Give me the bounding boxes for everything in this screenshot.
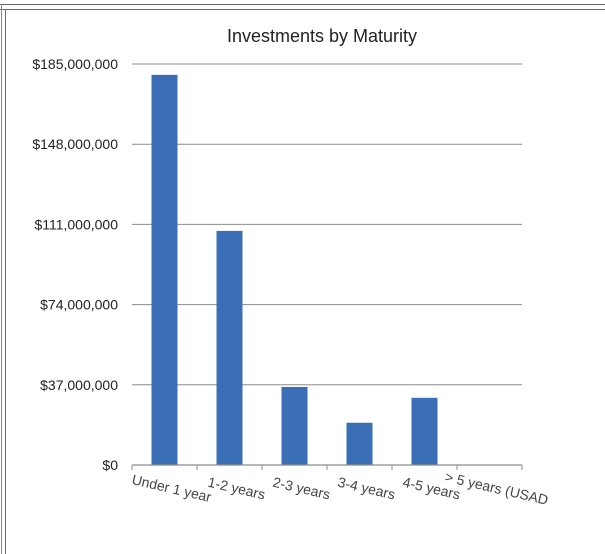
x-axis — [131, 464, 523, 470]
y-tick-label: $148,000,000 — [32, 136, 118, 152]
y-tick-label: $111,000,000 — [34, 216, 118, 232]
window-frame-outer-left — [1, 4, 2, 554]
window-frame-top — [0, 0, 605, 16]
y-tick-label: $185,000,000 — [32, 56, 118, 72]
gridlines — [132, 63, 522, 386]
x-category-label: Under 1 year — [130, 471, 213, 505]
y-tick-label: $74,000,000 — [40, 297, 118, 313]
bar — [151, 74, 178, 466]
bars — [151, 74, 438, 466]
y-tick-label: $37,000,000 — [40, 377, 118, 393]
window-frame-left — [5, 9, 6, 554]
chart-title: Investments by Maturity — [227, 26, 417, 46]
bar — [346, 422, 373, 465]
y-axis-ticks: $0 $37,000,000 $74,000,000 $111,000,000 $148… — [32, 56, 118, 473]
x-category-label: 1-2 years — [206, 474, 266, 503]
bar — [281, 386, 308, 465]
y-tick-label: $0 — [102, 457, 118, 473]
x-category-label: 3-4 years — [336, 474, 396, 503]
x-category-label: 2-3 years — [271, 474, 331, 503]
bar — [216, 230, 243, 465]
bar — [411, 397, 438, 465]
